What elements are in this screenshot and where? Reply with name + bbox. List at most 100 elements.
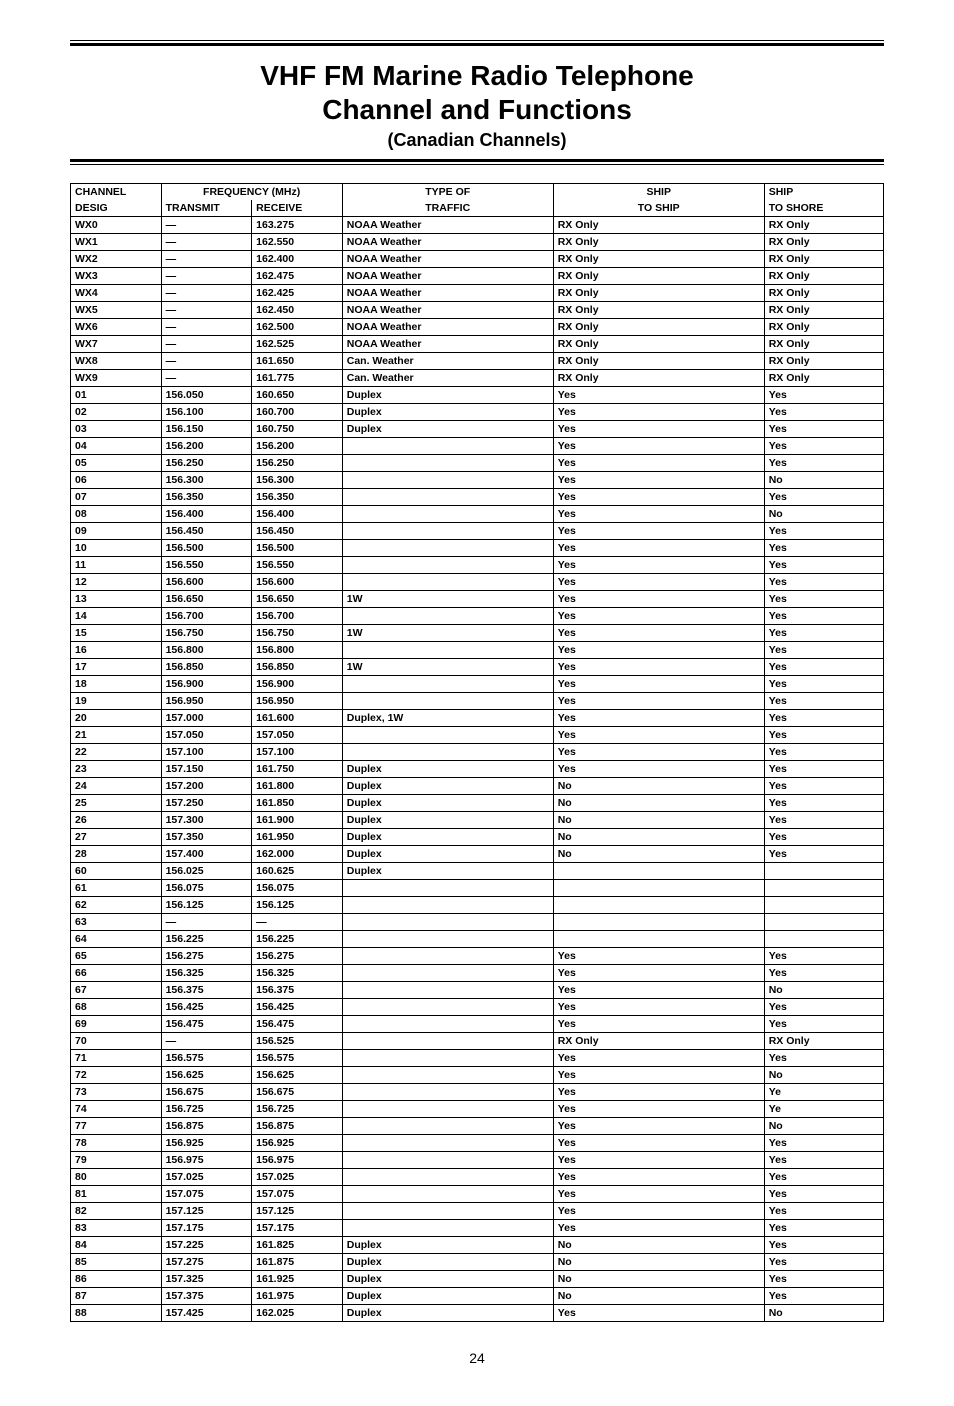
table-row: WX8—161.650Can. WeatherRX OnlyRX Only — [71, 353, 884, 370]
table-cell: 156.350 — [252, 489, 343, 506]
table-cell — [342, 472, 553, 489]
table-cell: 156.100 — [161, 404, 252, 421]
table-row: 63—— — [71, 914, 884, 931]
table-cell: 160.625 — [252, 863, 343, 880]
table-cell — [553, 897, 764, 914]
table-row: 84157.225161.825DuplexNoYes — [71, 1237, 884, 1254]
table-cell: 156.650 — [252, 591, 343, 608]
table-cell — [342, 1135, 553, 1152]
table-row: 69156.475156.475YesYes — [71, 1016, 884, 1033]
table-cell: Yes — [764, 778, 883, 795]
table-cell: NOAA Weather — [342, 268, 553, 285]
table-cell: 156.025 — [161, 863, 252, 880]
table-cell: 27 — [71, 829, 162, 846]
table-cell: 83 — [71, 1220, 162, 1237]
table-cell: 77 — [71, 1118, 162, 1135]
table-row: 07156.350156.350YesYes — [71, 489, 884, 506]
table-cell: RX Only — [553, 268, 764, 285]
table-cell: 156.375 — [252, 982, 343, 999]
table-cell: Yes — [764, 795, 883, 812]
table-cell: WX4 — [71, 285, 162, 302]
table-cell: Yes — [764, 1016, 883, 1033]
table-cell: No — [553, 795, 764, 812]
table-cell: Duplex — [342, 1237, 553, 1254]
table-row: 02156.100160.700DuplexYesYes — [71, 404, 884, 421]
table-cell: 156.975 — [161, 1152, 252, 1169]
table-row: 16156.800156.800YesYes — [71, 642, 884, 659]
table-cell: 74 — [71, 1101, 162, 1118]
table-cell: Yes — [553, 710, 764, 727]
table-cell: Yes — [764, 404, 883, 421]
table-cell: 14 — [71, 608, 162, 625]
table-cell: Duplex — [342, 1254, 553, 1271]
table-cell: 160.700 — [252, 404, 343, 421]
table-cell — [764, 931, 883, 948]
table-row: 68156.425156.425YesYes — [71, 999, 884, 1016]
table-cell: 156.275 — [161, 948, 252, 965]
table-cell: Yes — [553, 523, 764, 540]
table-cell: 156.575 — [252, 1050, 343, 1067]
table-cell: 156.800 — [252, 642, 343, 659]
table-row: 03156.150160.750DuplexYesYes — [71, 421, 884, 438]
table-cell: Yes — [553, 1084, 764, 1101]
table-cell: 62 — [71, 897, 162, 914]
table-row: WX3—162.475NOAA WeatherRX OnlyRX Only — [71, 268, 884, 285]
table-cell: 157.050 — [161, 727, 252, 744]
table-cell: 162.400 — [252, 251, 343, 268]
table-cell: 157.175 — [161, 1220, 252, 1237]
table-cell: 60 — [71, 863, 162, 880]
page-subtitle-paren: (Canadian Channels) — [70, 130, 884, 151]
table-row: 67156.375156.375YesNo — [71, 982, 884, 999]
table-cell: 162.450 — [252, 302, 343, 319]
th-ship2: SHIP — [764, 184, 883, 201]
table-cell: 161.925 — [252, 1271, 343, 1288]
table-row: 25157.250161.850DuplexNoYes — [71, 795, 884, 812]
table-cell: Yes — [764, 574, 883, 591]
table-cell: 82 — [71, 1203, 162, 1220]
table-cell — [342, 914, 553, 931]
table-row: WX9—161.775Can. WeatherRX OnlyRX Only — [71, 370, 884, 387]
table-cell: 15 — [71, 625, 162, 642]
table-cell: — — [161, 336, 252, 353]
table-cell: — — [161, 268, 252, 285]
table-cell: RX Only — [553, 217, 764, 234]
table-cell: Duplex — [342, 404, 553, 421]
th-channel: CHANNEL — [71, 184, 162, 201]
table-row: 05156.250156.250YesYes — [71, 455, 884, 472]
table-cell: 71 — [71, 1050, 162, 1067]
channel-table: CHANNEL FREQUENCY (MHz) TYPE OF SHIP SHI… — [70, 183, 884, 1322]
table-cell: Duplex — [342, 829, 553, 846]
table-cell: 157.125 — [161, 1203, 252, 1220]
table-cell: 156.600 — [252, 574, 343, 591]
table-cell: RX Only — [764, 319, 883, 336]
table-cell: 1W — [342, 659, 553, 676]
table-cell: WX1 — [71, 234, 162, 251]
table-cell: RX Only — [764, 353, 883, 370]
table-cell: 73 — [71, 1084, 162, 1101]
table-cell: 156.875 — [252, 1118, 343, 1135]
th-typeof: TYPE OF — [342, 184, 553, 201]
table-cell: 157.100 — [161, 744, 252, 761]
table-cell — [342, 489, 553, 506]
table-cell: 156.225 — [161, 931, 252, 948]
table-cell: 156.200 — [252, 438, 343, 455]
table-row: WX1—162.550NOAA WeatherRX OnlyRX Only — [71, 234, 884, 251]
table-cell: 156.800 — [161, 642, 252, 659]
table-cell: Yes — [553, 676, 764, 693]
table-cell: Yes — [553, 421, 764, 438]
table-cell: 156.375 — [161, 982, 252, 999]
table-row: 77156.875156.875YesNo — [71, 1118, 884, 1135]
table-cell: Yes — [553, 1135, 764, 1152]
table-row: 85157.275161.875DuplexNoYes — [71, 1254, 884, 1271]
table-cell: Yes — [553, 999, 764, 1016]
th-traffic: TRAFFIC — [342, 200, 553, 217]
table-row: 61156.075156.075 — [71, 880, 884, 897]
table-cell: 156.875 — [161, 1118, 252, 1135]
table-cell: RX Only — [764, 234, 883, 251]
table-cell: 85 — [71, 1254, 162, 1271]
table-cell — [342, 455, 553, 472]
table-cell: 156.325 — [252, 965, 343, 982]
rule-mid-thin — [70, 164, 884, 165]
table-cell: Yes — [764, 965, 883, 982]
table-row: 17156.850156.8501WYesYes — [71, 659, 884, 676]
